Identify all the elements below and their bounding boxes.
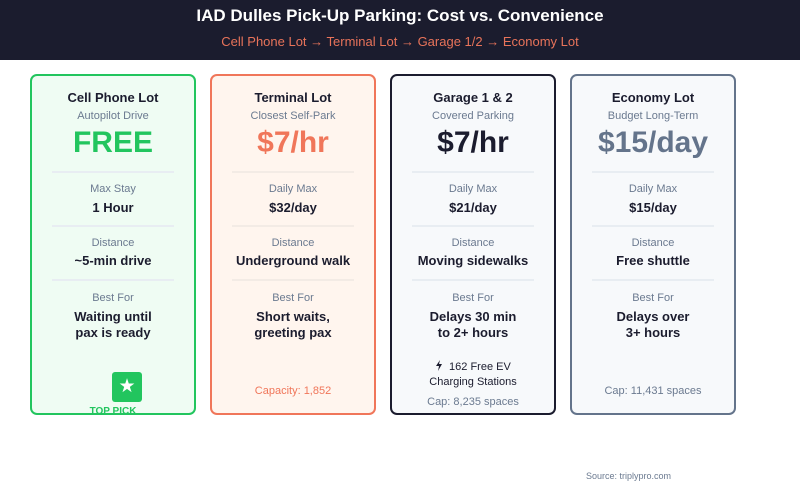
card-tagline: Covered Parking [432, 110, 514, 122]
distance-value: Moving sidewalks [417, 253, 529, 268]
capacity-text: Cap: 11,431 spaces [604, 385, 702, 397]
divider [52, 279, 174, 281]
stat-value: $32/day [269, 200, 317, 215]
divider [412, 225, 534, 227]
best-for-line2: pax is ready [75, 325, 151, 340]
best-for-label: Best For [92, 292, 134, 304]
divider [412, 279, 534, 281]
divider [592, 279, 714, 281]
ev-charging-line1: 162 Free EV [392, 360, 554, 373]
ev-count-text: 162 Free EV [449, 361, 511, 373]
divider [232, 225, 354, 227]
card-tagline: Autopilot Drive [77, 110, 149, 122]
card-garage-1-2: Garage 1 & 2 Covered Parking $7/hr Daily… [390, 74, 556, 415]
card-terminal-lot: Terminal Lot Closest Self-Park $7/hr Dai… [210, 74, 376, 415]
divider [52, 171, 174, 173]
best-for-line2: 3+ hours [625, 325, 681, 340]
card-name: Economy Lot [611, 90, 695, 105]
source-credit: Source: triplypro.com [586, 471, 672, 481]
star-icon: ★ [112, 372, 142, 402]
page-title: IAD Dulles Pick-Up Parking: Cost vs. Con… [196, 6, 604, 25]
lightning-bolt-icon [435, 360, 446, 373]
card-name: Garage 1 & 2 [433, 90, 513, 105]
best-for-line1: Delays 30 min [429, 309, 517, 324]
distance-label: Distance [451, 237, 495, 249]
distance-label: Distance [631, 237, 675, 249]
page-subtitle: Cell Phone Lot → Terminal Lot → Garage 1… [221, 34, 579, 49]
distance-value: ~5-min drive [74, 253, 152, 268]
stat-label: Daily Max [448, 183, 498, 195]
top-pick-badge: TOP PICK [89, 406, 137, 417]
best-for-line1: Delays over [616, 309, 690, 324]
stat-value: $21/day [449, 200, 497, 215]
divider [412, 171, 534, 173]
divider [232, 279, 354, 281]
best-for-line2: to 2+ hours [437, 325, 509, 340]
stat-value: $15/day [629, 200, 677, 215]
card-name: Cell Phone Lot [67, 90, 159, 105]
best-for-label: Best For [272, 292, 314, 304]
card-price: $7/hr [437, 126, 509, 159]
divider [232, 171, 354, 173]
distance-label: Distance [91, 237, 135, 249]
divider [592, 171, 714, 173]
capacity-text: Capacity: 1,852 [254, 385, 332, 397]
stat-value: 1 Hour [92, 200, 134, 215]
best-for-line2: greeting pax [254, 325, 332, 340]
card-price: $15/day [597, 126, 709, 159]
card-name: Terminal Lot [254, 90, 332, 105]
capacity-text: Cap: 8,235 spaces [427, 396, 519, 408]
card-price: $7/hr [257, 126, 329, 159]
ev-charging-line2: Charging Stations [429, 376, 517, 388]
best-for-label: Best For [632, 292, 674, 304]
header-banner: IAD Dulles Pick-Up Parking: Cost vs. Con… [0, 0, 800, 60]
distance-value: Free shuttle [616, 253, 690, 268]
card-cell-phone-lot: Cell Phone Lot Autopilot Drive FREE Max … [30, 74, 196, 417]
distance-label: Distance [271, 237, 315, 249]
stat-label: Daily Max [268, 183, 318, 195]
best-for-line1: Short waits, [256, 309, 330, 324]
divider [592, 225, 714, 227]
stat-label: Daily Max [628, 183, 678, 195]
card-economy-lot: Economy Lot Budget Long-Term $15/day Dai… [570, 74, 736, 415]
distance-value: Underground walk [235, 253, 351, 268]
best-for-line1: Waiting until [74, 309, 152, 324]
divider [52, 225, 174, 227]
best-for-label: Best For [452, 292, 494, 304]
stat-label: Max Stay [90, 183, 136, 195]
card-tagline: Closest Self-Park [250, 110, 336, 122]
card-tagline: Budget Long-Term [607, 110, 699, 122]
card-price: FREE [72, 126, 153, 159]
